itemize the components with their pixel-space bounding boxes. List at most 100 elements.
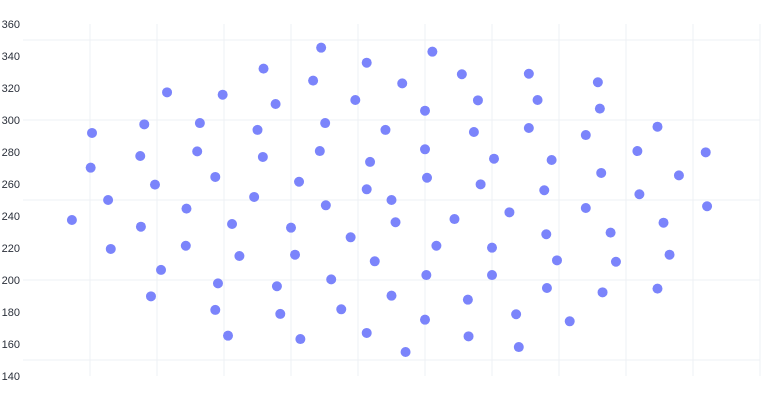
- data-point: [420, 144, 430, 155]
- data-point: [673, 170, 684, 181]
- data-point: [511, 309, 522, 320]
- data-point: [326, 274, 337, 285]
- data-point: [523, 68, 534, 79]
- data-point: [135, 151, 146, 161]
- data-point: [361, 184, 372, 195]
- data-point: [258, 63, 269, 74]
- data-point: [504, 207, 515, 218]
- data-point: [194, 118, 205, 129]
- data-point: [249, 191, 260, 202]
- y-axis-ticks: 140 160 180 200 220 240 260 280 300 320 340 360: [2, 19, 20, 383]
- data-point: [223, 330, 234, 341]
- y-tick-label: 260: [2, 179, 20, 191]
- data-point: [702, 201, 713, 212]
- data-point: [664, 249, 675, 260]
- data-point: [539, 185, 550, 196]
- data-point: [66, 215, 77, 225]
- data-point: [85, 162, 96, 173]
- data-point: [462, 294, 473, 305]
- data-point: [397, 78, 408, 89]
- data-point: [257, 151, 268, 162]
- data-point: [139, 119, 150, 130]
- data-point: [532, 95, 543, 105]
- data-point: [632, 146, 643, 157]
- data-point: [180, 240, 191, 251]
- data-point: [390, 217, 401, 228]
- data-point: [546, 155, 557, 165]
- data-point: [314, 146, 325, 157]
- data-point: [386, 290, 397, 301]
- data-point: [386, 195, 397, 205]
- y-tick-label: 140: [2, 371, 20, 383]
- data-point: [580, 203, 591, 213]
- data-point: [234, 251, 245, 261]
- data-point: [422, 172, 433, 183]
- data-point: [320, 118, 331, 129]
- data-point: [487, 270, 497, 281]
- data-point: [605, 227, 616, 238]
- data-point: [290, 249, 301, 260]
- data-point: [149, 179, 160, 190]
- y-tick-label: 220: [2, 243, 20, 255]
- data-point: [652, 283, 663, 294]
- data-point: [210, 171, 221, 182]
- data-point: [400, 347, 411, 357]
- data-point: [487, 242, 497, 253]
- data-point: [513, 342, 524, 353]
- data-point: [103, 195, 114, 205]
- data-point: [634, 189, 645, 200]
- data-point: [316, 42, 327, 53]
- data-point: [275, 308, 286, 319]
- data-point: [336, 304, 347, 315]
- data-point: [210, 304, 221, 315]
- data-point: [472, 95, 483, 106]
- data-point: [580, 130, 591, 141]
- data-point: [212, 278, 223, 289]
- data-point: [421, 270, 432, 281]
- data-point: [541, 229, 552, 240]
- data-point: [427, 46, 438, 57]
- data-point: [489, 153, 500, 164]
- y-tick-label: 160: [2, 339, 20, 351]
- data-point: [87, 127, 98, 138]
- data-point: [227, 219, 238, 229]
- data-point: [420, 314, 430, 325]
- data-point: [270, 99, 281, 109]
- y-tick-label: 320: [2, 83, 20, 95]
- data-point: [564, 316, 575, 327]
- data-point: [592, 77, 603, 88]
- data-point: [217, 89, 228, 100]
- y-tick-label: 240: [2, 211, 20, 223]
- data-point: [294, 176, 305, 187]
- y-tick-label: 300: [2, 115, 20, 127]
- data-point: [105, 243, 116, 254]
- data-point: [456, 69, 467, 80]
- data-point: [523, 123, 534, 133]
- data-point: [700, 147, 711, 158]
- data-point: [345, 232, 356, 243]
- data-point: [181, 203, 192, 214]
- data-point: [431, 240, 442, 251]
- data-point: [463, 331, 474, 342]
- data-point: [365, 156, 376, 167]
- y-tick-label: 340: [2, 51, 20, 63]
- data-point: [192, 146, 203, 157]
- data-point: [369, 256, 380, 267]
- data-point: [594, 103, 605, 114]
- data-point: [468, 127, 479, 137]
- data-point: [320, 200, 331, 211]
- data-point: [162, 87, 173, 98]
- data-point: [652, 121, 663, 132]
- data-point: [380, 124, 391, 135]
- y-tick-label: 200: [2, 275, 20, 287]
- data-point: [541, 283, 552, 293]
- data-point: [286, 222, 296, 233]
- data-point: [551, 255, 562, 266]
- data-point: [252, 124, 263, 135]
- data-point: [271, 281, 282, 292]
- y-tick-label: 180: [2, 307, 20, 319]
- y-tick-label: 280: [2, 147, 20, 159]
- data-point: [308, 75, 319, 86]
- data-point: [596, 167, 607, 178]
